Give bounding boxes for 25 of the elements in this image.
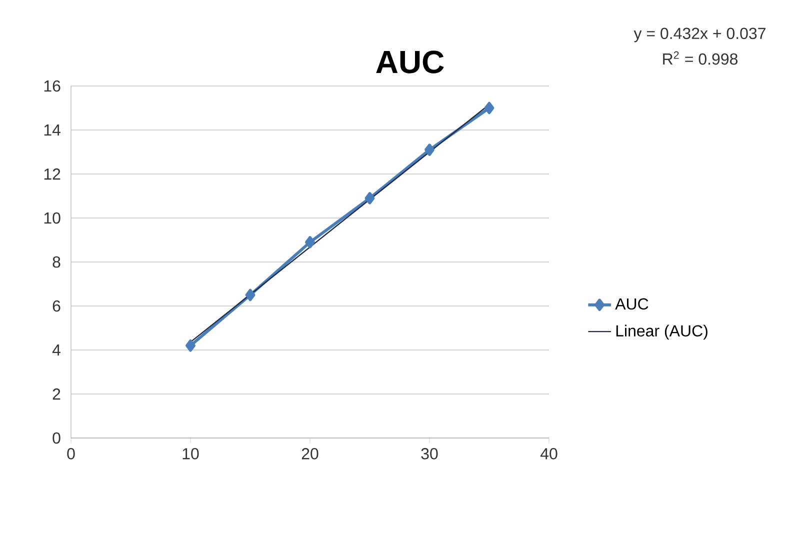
x-tick-label: 0	[67, 448, 75, 460]
point	[364, 192, 375, 204]
y-tick-label: 2	[52, 388, 60, 400]
y-tick-label: 6	[52, 300, 60, 312]
point	[245, 288, 256, 302]
point	[424, 144, 434, 156]
y-tick-label: 4	[52, 344, 60, 356]
y-tick-label: 10	[44, 212, 60, 224]
y-tick-label: 8	[52, 256, 60, 268]
x-tick-label: 20	[302, 448, 318, 460]
point	[484, 102, 494, 114]
x-tick-label: 10	[182, 448, 199, 460]
text: y = 0.432x + 0.037	[634, 28, 766, 42]
point	[305, 236, 315, 248]
text: R$^{2}$ = 0.998	[663, 51, 738, 65]
y-tick-label: 0	[52, 432, 60, 444]
legend-label: AUC	[615, 298, 648, 310]
x-tick-label: 30	[421, 448, 438, 460]
chart-title: AUC	[376, 50, 444, 74]
point	[186, 339, 196, 352]
y-tick-label: 16	[44, 80, 60, 92]
x-tick-label: 40	[540, 448, 558, 460]
y-tick-label: 14	[44, 124, 60, 136]
legend-label: Linear (AUC)	[616, 324, 708, 340]
y-tick-label: 12	[44, 168, 60, 180]
